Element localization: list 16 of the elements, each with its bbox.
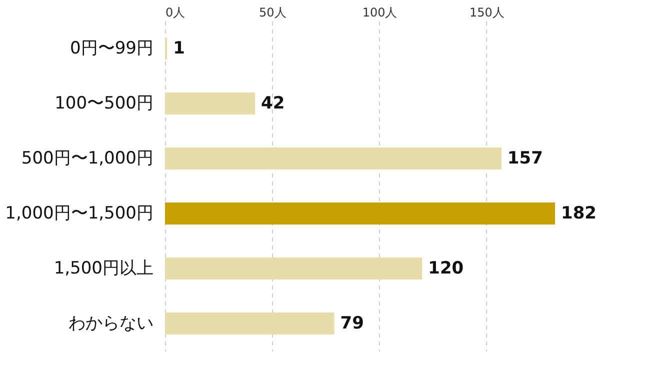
x-tick-label: 100人 bbox=[362, 6, 398, 20]
data-label: 157 bbox=[507, 148, 543, 168]
data-label: 42 bbox=[261, 94, 285, 114]
y-tick-label: 0円〜99円 bbox=[70, 38, 154, 58]
x-tick-label: 150人 bbox=[469, 6, 504, 20]
data-label: 120 bbox=[428, 258, 464, 278]
y-tick-label: わからない bbox=[68, 314, 154, 334]
data-label: 79 bbox=[340, 314, 364, 334]
data-label: 182 bbox=[561, 204, 596, 224]
data-label: 1 bbox=[173, 38, 185, 58]
y-tick-label: 1,000円〜1,500円 bbox=[5, 204, 154, 224]
x-tick-label: 0人 bbox=[166, 6, 186, 20]
y-tick-label: 500円〜1,000円 bbox=[21, 148, 154, 168]
y-tick-label: 100〜500円 bbox=[54, 94, 154, 114]
y-tick-label: 1,500円以上 bbox=[54, 258, 154, 278]
x-tick-label: 50人 bbox=[259, 6, 286, 20]
